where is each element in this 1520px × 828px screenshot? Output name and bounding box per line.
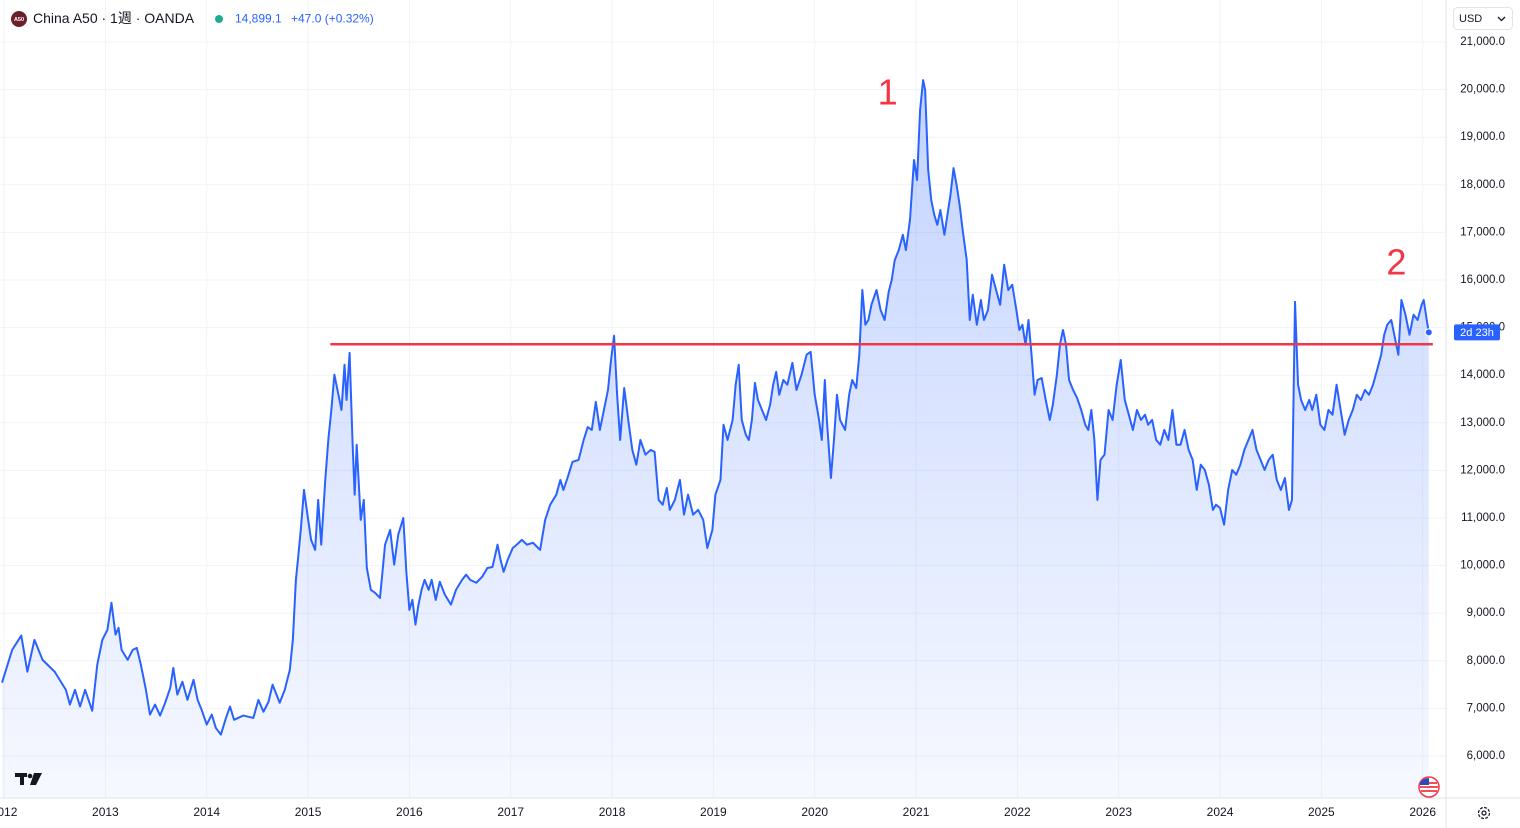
x-tick-label: 2013: [92, 805, 119, 819]
y-tick-label: 19,000.0: [1460, 131, 1505, 143]
plot-area: [1, 79, 1430, 798]
last-price-dot: [1424, 328, 1433, 337]
x-tick-label: 2012: [0, 805, 18, 819]
x-tick-label: 2014: [193, 805, 220, 819]
x-tick-label: 2024: [1207, 805, 1234, 819]
y-tick-label: 17,000.0: [1460, 226, 1505, 238]
y-tick-label: 10,000.0: [1460, 560, 1505, 572]
price-line: [1, 79, 1430, 736]
annotation: 1: [878, 71, 898, 112]
price-tag: [1454, 324, 1500, 341]
price-change: +47.0 (+0.32%): [291, 12, 374, 26]
gear-inner: [1481, 810, 1487, 816]
logo-part: [20, 773, 24, 785]
x-tick-label: 2015: [295, 805, 322, 819]
tv-logo[interactable]: [15, 773, 42, 785]
x-tick-label: 2020: [801, 805, 828, 819]
countdown-label: 2d 23h: [1460, 327, 1494, 339]
x-tick-label: 2021: [903, 805, 930, 819]
x-tick-label: 2016: [396, 805, 423, 819]
last-price: 14,899.1: [235, 12, 282, 26]
settings-button[interactable]: [1477, 806, 1491, 820]
currency-selector[interactable]: USD: [1453, 7, 1513, 30]
y-tick-label: 9,000.0: [1467, 607, 1505, 619]
symbol-logo-text: A50: [14, 17, 24, 23]
x-tick-label: 2017: [497, 805, 524, 819]
y-tick-label: 7,000.0: [1467, 702, 1505, 714]
chevron-icon: [1497, 16, 1506, 22]
y-tick-label: 8,000.0: [1467, 655, 1505, 667]
symbol-logo: [11, 11, 27, 27]
x-tick-label: 2018: [599, 805, 626, 819]
x-tick-label: 2025: [1308, 805, 1335, 819]
logo-part: [30, 773, 42, 785]
x-tick-label: 2023: [1105, 805, 1132, 819]
y-tick-label: 14,000.0: [1460, 369, 1505, 381]
area-fill: [2, 80, 1429, 798]
flag-canton: [1420, 777, 1429, 785]
overlay: 2d 23h 1 2: [330, 71, 1500, 346]
logo-part: [27, 773, 33, 779]
market-status-dot: [215, 15, 223, 23]
y-tick-label: 12,000.0: [1460, 464, 1505, 476]
x-tick-label: 2026: [1409, 805, 1436, 819]
annotation: 2: [1386, 241, 1406, 282]
region-flag[interactable]: [1418, 776, 1440, 798]
symbol-title: China A50 · 1週 · OANDA: [33, 10, 195, 26]
y-tick-label: 11,000.0: [1461, 512, 1505, 524]
currency-button[interactable]: [1453, 7, 1513, 30]
y-tick-label: 18,000.0: [1460, 179, 1505, 191]
y-tick-label: 6,000.0: [1467, 750, 1505, 762]
y-tick-label: 21,000.0: [1460, 36, 1505, 48]
y-tick-label: 20,000.0: [1460, 84, 1505, 96]
y-tick-label: 16,000.0: [1460, 274, 1505, 286]
gear-outer: [1477, 806, 1491, 820]
x-tick-label: 2022: [1004, 805, 1031, 819]
x-tick-label: 2019: [700, 805, 727, 819]
symbol-header[interactable]: A50 China A50 · 1週 · OANDA 14,899.1 +47.…: [11, 10, 374, 27]
currency-label: USD: [1459, 13, 1482, 25]
y-tick-label: 13,000.0: [1460, 417, 1505, 429]
